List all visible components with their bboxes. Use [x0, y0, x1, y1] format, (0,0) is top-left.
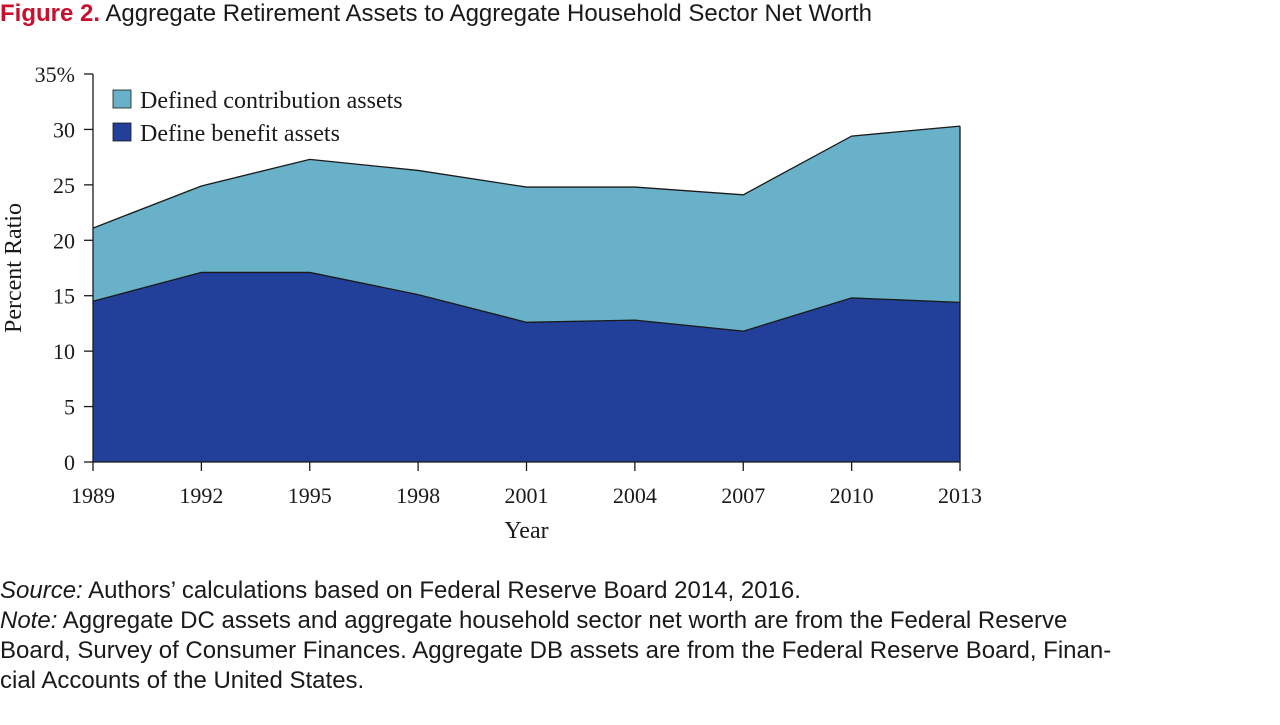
dc-top-line: [92, 125, 961, 229]
x-tick-label: 1995: [288, 483, 332, 508]
x-tick-label: 2001: [505, 483, 549, 508]
source-text: Authors’ calculations based on Federal R…: [88, 577, 801, 604]
x-tick-label: 1989: [71, 483, 115, 508]
area-chart: 0 5 10 15 20 25 30 35% 1989 1992 1995 1998 2001 2004 2…: [1, 62, 982, 544]
y-tick-label: 0: [64, 450, 75, 475]
x-tick-label: 2013: [938, 483, 982, 508]
y-tick-label: 30: [53, 117, 75, 142]
x-tick-label: 2007: [721, 483, 765, 508]
y-tick-label: 35%: [35, 62, 75, 87]
source-line: Source: Authors’ calculations based on F…: [0, 576, 1280, 606]
note-line: Note: Aggregate DC assets and aggregate …: [0, 606, 1280, 636]
x-tick-label: 2004: [613, 483, 657, 508]
legend-swatch: [112, 89, 132, 109]
figure-notes: Source: Authors’ calculations based on F…: [0, 576, 1280, 696]
note-line-3: cial Accounts of the United States.: [0, 667, 365, 694]
y-tick-label: 15: [53, 284, 75, 309]
db-area: [93, 272, 960, 462]
dc-area: [93, 126, 960, 332]
x-axis-title: Year: [504, 518, 548, 544]
note-lead: Note:: [0, 607, 58, 634]
note-line-2: Board, Survey of Consumer Finances. Aggr…: [0, 637, 1112, 664]
db-top-line: [92, 271, 961, 332]
figure-label: Figure 2.: [0, 0, 101, 27]
y-tick-label: 5: [64, 395, 75, 420]
y-tick-label: 10: [53, 339, 75, 364]
legend-label: Defined contribution assets: [140, 88, 403, 114]
note-text: Aggregate DC assets and aggregate househ…: [62, 607, 1068, 634]
legend-label: Define benefit assets: [140, 121, 340, 147]
figure-title: Figure 2. Aggregate Retirement Assets to…: [0, 0, 1280, 28]
x-tick-label: 2010: [830, 483, 874, 508]
y-axis-title: Percent Ratio: [1, 203, 27, 333]
figure-title-text: Aggregate Retirement Assets to Aggregate…: [105, 0, 873, 27]
x-tick-label: 1998: [396, 483, 440, 508]
y-tick-label: 20: [53, 228, 75, 253]
source-lead: Source:: [0, 577, 83, 604]
y-tick-label: 25: [53, 173, 75, 198]
legend-swatch: [112, 122, 132, 142]
x-tick-label: 1992: [179, 483, 223, 508]
